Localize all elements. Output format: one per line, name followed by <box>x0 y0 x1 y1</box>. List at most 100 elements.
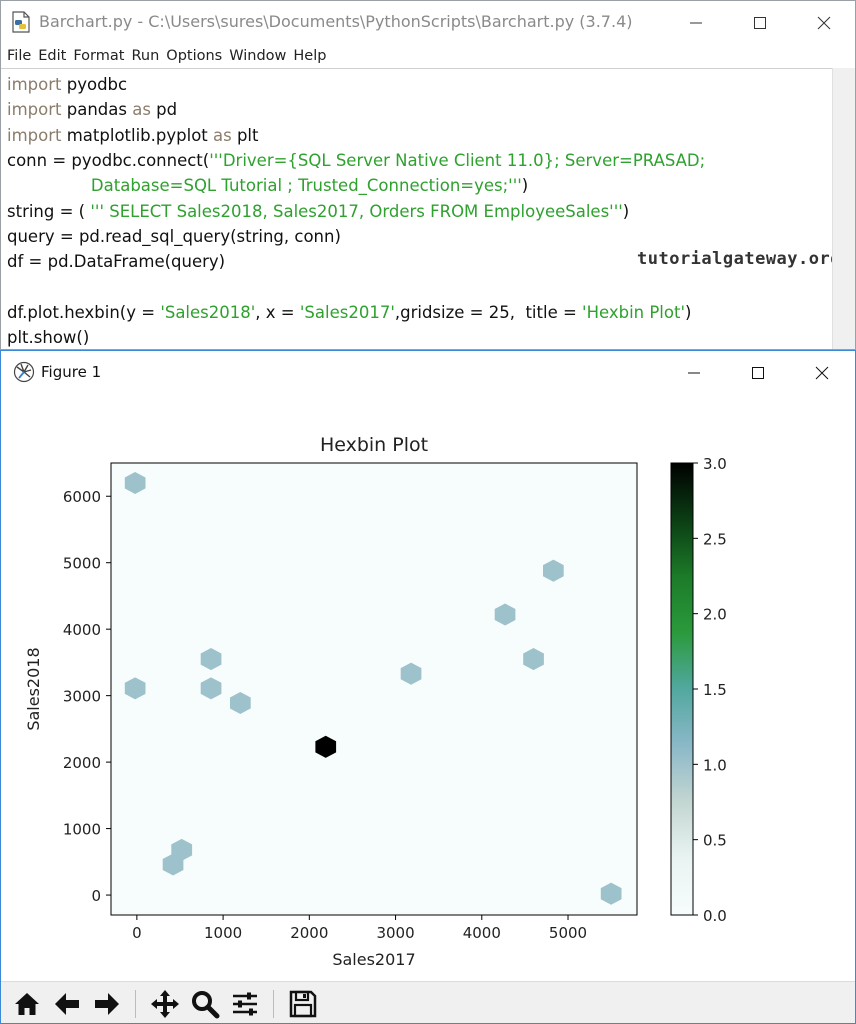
figure-close-button[interactable] <box>790 351 854 395</box>
code-keyword: import <box>7 75 62 94</box>
figure-maximize-button[interactable] <box>726 351 790 395</box>
code-line: import matplotlib.pyplot as plt <box>7 123 259 148</box>
home-icon <box>15 993 39 1015</box>
hexbin-cell <box>124 471 146 494</box>
figure-toolbar <box>1 981 855 1023</box>
code-string: 'Sales2018' <box>160 302 256 322</box>
code-text: plt.show() <box>7 328 90 347</box>
pan-button[interactable] <box>147 986 183 1022</box>
hexbin-cell <box>600 882 622 905</box>
hexbin-cell <box>315 735 337 758</box>
editor-title: Barchart.py - C:\Users\sures\Documents\P… <box>39 12 633 31</box>
maximize-icon <box>752 367 764 379</box>
idle-editor-window: Barchart.py - C:\Users\sures\Documents\P… <box>0 0 856 350</box>
chart-title: Hexbin Plot <box>320 434 428 456</box>
close-button[interactable] <box>792 1 855 45</box>
colorbar <box>670 462 694 916</box>
code-text: pandas <box>61 100 133 120</box>
code-text: ) <box>521 176 529 196</box>
menu-item-options[interactable]: Options <box>166 48 223 64</box>
menu-item-help[interactable]: Help <box>293 48 327 64</box>
back-button[interactable] <box>49 986 85 1022</box>
code-text: conn = pyodbc.connect( <box>7 150 210 170</box>
menu-item-file[interactable]: File <box>7 48 32 64</box>
save-icon <box>289 990 317 1018</box>
y-tick-label: 3000 <box>63 688 101 706</box>
code-string: 'Sales2017' <box>299 302 395 322</box>
x-tick-label: 5000 <box>549 924 587 942</box>
hexbin-cell <box>494 603 516 626</box>
code-line: df.plot.hexbin(y = 'Sales2018', x = 'Sal… <box>7 300 691 325</box>
code-line: conn = pyodbc.connect('''Driver={SQL Ser… <box>7 148 705 173</box>
y-tick-label: 5000 <box>63 555 101 573</box>
hexbin-cell <box>124 677 146 700</box>
hexbin-cell <box>162 853 184 876</box>
hexbin-cell <box>200 648 222 671</box>
maximize-button[interactable] <box>728 1 792 45</box>
menu-item-edit[interactable]: Edit <box>38 48 67 64</box>
code-line: plt.show() <box>7 325 90 349</box>
code-keyword: import <box>7 100 62 120</box>
x-tick-label: 2000 <box>290 924 328 942</box>
code-string: Database=SQL Tutorial ; Trusted_Connecti… <box>7 176 522 196</box>
hexbin-cell <box>400 662 422 685</box>
colorbar-tick-label: 2.0 <box>703 606 727 624</box>
editor-menubar: File Edit Format Run Options Window Help <box>1 45 855 67</box>
forward-button[interactable] <box>89 986 125 1022</box>
y-tick-label: 6000 <box>63 488 101 506</box>
editor-scrollbar[interactable] <box>832 68 855 349</box>
y-tick-label: 2000 <box>63 754 101 772</box>
watermark: tutorialgateway.org <box>637 249 841 269</box>
code-editor[interactable]: tutorialgateway.org import pyodbc import … <box>1 68 840 349</box>
code-string: 'Hexbin Plot' <box>582 302 685 322</box>
code-keyword: as <box>213 125 232 145</box>
menu-item-format[interactable]: Format <box>73 48 125 64</box>
code-text: matplotlib.pyplot <box>61 125 213 145</box>
home-button[interactable] <box>9 986 45 1022</box>
menu-item-window[interactable]: Window <box>229 48 287 64</box>
code-string: ''' SELECT Sales2018, Sales2017, Orders … <box>90 201 623 221</box>
x-tick-label: 4000 <box>463 924 501 942</box>
code-text: string = ( <box>7 201 91 221</box>
hexbin-cell <box>230 691 251 714</box>
figure-title: Figure 1 <box>41 363 102 381</box>
code-text: df.plot.hexbin(y = <box>7 302 161 322</box>
close-icon <box>815 366 829 380</box>
y-tick-label: 0 <box>91 887 101 905</box>
plot-frame <box>110 462 638 916</box>
y-tick-label: 4000 <box>63 621 101 639</box>
minimize-button[interactable] <box>664 1 728 45</box>
toolbar-separator <box>273 990 274 1018</box>
editor-titlebar: Barchart.py - C:\Users\sures\Documents\P… <box>1 1 855 45</box>
zoom-icon <box>192 991 220 1019</box>
colorbar-tick-label: 1.5 <box>703 681 727 699</box>
colorbar-tick-label: 0.5 <box>703 832 727 850</box>
toolbar-separator <box>135 990 136 1018</box>
subplots-button[interactable] <box>227 986 263 1022</box>
code-line: Database=SQL Tutorial ; Trusted_Connecti… <box>7 173 528 198</box>
x-axis-label: Sales2017 <box>332 950 415 969</box>
code-text: pd <box>150 100 178 120</box>
menu-item-run[interactable]: Run <box>131 48 160 64</box>
hexbin-cell <box>543 559 564 582</box>
y-axis-label: Sales2018 <box>24 647 43 730</box>
python-file-icon <box>12 11 30 33</box>
forward-arrow-icon <box>95 993 119 1015</box>
code-line: df = pd.DataFrame(query) <box>7 249 225 274</box>
colorbar-tick-label: 1.0 <box>703 756 727 774</box>
code-text: ) <box>685 302 692 322</box>
subplots-icon <box>233 992 257 1016</box>
figure-minimize-button[interactable] <box>662 351 726 395</box>
colorbar-tick-label: 2.5 <box>703 530 727 548</box>
hexbin-chart: 0 1000 2000 3000 4000 5000 0 1000 2000 3000 4000 50… <box>24 434 727 969</box>
minimize-icon <box>690 22 702 24</box>
colorbar-tick-label: 0.0 <box>703 907 727 925</box>
save-button[interactable] <box>285 986 321 1022</box>
code-text: , x = <box>255 302 300 322</box>
matplotlib-logo-icon <box>13 361 35 383</box>
zoom-button[interactable] <box>187 986 223 1022</box>
close-icon <box>817 16 831 30</box>
code-text: df = pd.DataFrame(query) <box>7 252 226 272</box>
hexbin-cell <box>523 648 544 671</box>
x-tick-label: 1000 <box>204 924 242 942</box>
